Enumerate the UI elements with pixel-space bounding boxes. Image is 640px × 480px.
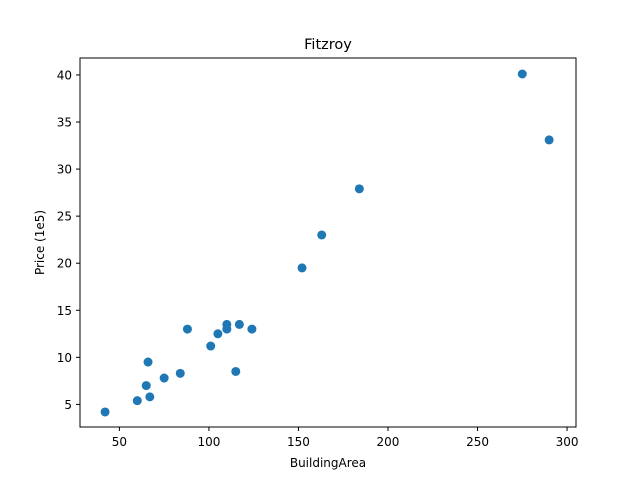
x-tick-label: 150: [287, 435, 310, 449]
data-point: [182, 324, 192, 334]
data-point: [517, 69, 527, 79]
y-tick-label: 35: [57, 116, 72, 130]
plot-area: [79, 57, 577, 428]
data-point: [159, 373, 169, 383]
data-point: [317, 230, 327, 240]
x-tick-label: 100: [197, 435, 220, 449]
data-point: [213, 329, 223, 339]
y-axis-label: Price (1e5): [33, 210, 47, 275]
data-point: [141, 381, 151, 391]
x-axis-label: BuildingArea: [290, 456, 366, 470]
data-point: [354, 184, 364, 194]
data-point: [231, 366, 241, 376]
data-point: [143, 357, 153, 367]
x-tick-label: 300: [556, 435, 579, 449]
data-point: [222, 319, 232, 329]
chart-title: Fitzroy: [304, 37, 352, 53]
data-point: [247, 324, 257, 334]
data-point: [132, 396, 142, 406]
y-tick-label: 20: [57, 257, 72, 271]
axes-frame: [79, 57, 577, 428]
data-point: [206, 341, 216, 351]
data-point: [175, 368, 185, 378]
y-tick-label: 15: [57, 304, 72, 318]
y-tick-label: 30: [57, 163, 72, 177]
data-point: [234, 319, 244, 329]
y-axis: 5 10 15 20 25 30 35 40: [57, 68, 80, 412]
data-point: [100, 407, 110, 417]
x-axis: 50 100 150 200 250 300: [112, 427, 579, 449]
data-point: [297, 263, 307, 273]
x-tick-label: 250: [466, 435, 489, 449]
y-tick-label: 5: [64, 398, 72, 412]
y-tick-label: 40: [57, 68, 72, 82]
data-point: [544, 135, 554, 145]
y-tick-label: 25: [57, 210, 72, 224]
x-tick-label: 50: [112, 435, 127, 449]
y-tick-label: 10: [57, 351, 72, 365]
data-point: [145, 392, 155, 402]
data-points: [100, 69, 554, 417]
x-tick-label: 200: [377, 435, 400, 449]
